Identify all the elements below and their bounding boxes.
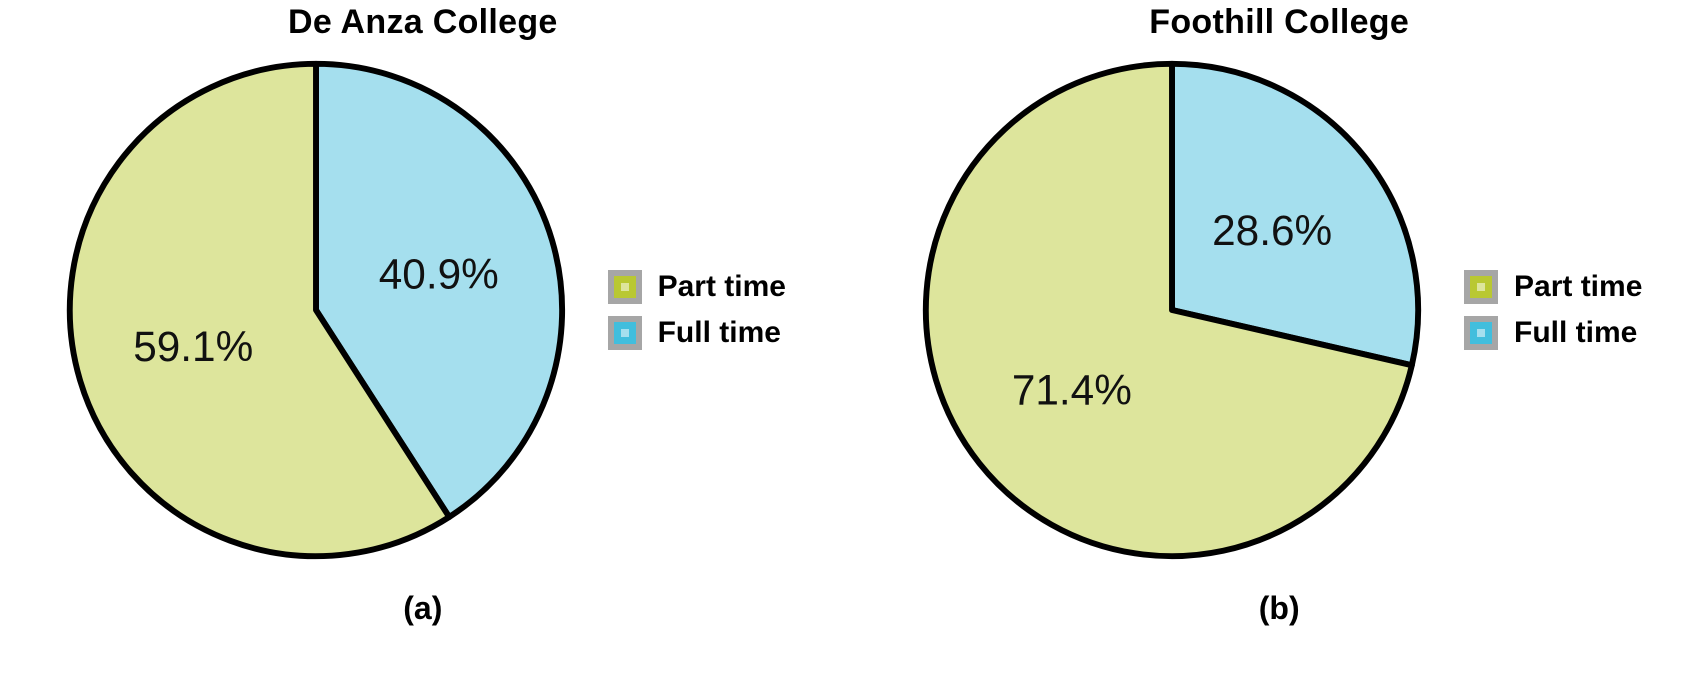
legend-item-part-time: Part time [607,270,786,304]
subfigure-caption: (a) [403,590,443,626]
pie-slice-part-time [922,60,1415,560]
chart-row: 40.9% 59.1% Part time Full time [60,54,786,566]
pie-chart: 40.9% 59.1% [66,60,565,560]
legend-label: Full time [657,316,781,349]
pie-slice-label-part-time: 59.1% [133,323,253,370]
legend-label: Part time [1514,270,1643,303]
pie-charts-figure: De Anza College 40.9% 59.1% Part time Fu… [60,2,1642,627]
pie-chart: 28.6% 71.4% [922,60,1422,560]
legend-label: Part time [657,270,786,303]
part-time-swatch-icon [607,270,642,304]
chart-title: De Anza College [287,3,558,41]
chart-block-de-anza: De Anza College 40.9% 59.1% Part time Fu… [60,2,786,627]
full-time-swatch-icon [1464,316,1498,350]
legend-item-full-time: Full time [1464,316,1642,350]
pie-slice-full-time [1169,60,1422,369]
subfigure-caption: (b) [1258,590,1300,626]
pie-slice-label-part-time: 71.4% [1012,367,1132,414]
chart-row: 28.6% 71.4% Part time Full time [916,54,1642,566]
legend-item-part-time: Part time [1464,270,1642,304]
chart-title: Foothill College [1149,3,1410,41]
full-time-swatch-icon [607,316,642,350]
legend-item-full-time: Full time [607,316,786,350]
chart-block-foothill: Foothill College 28.6% 71.4% Part time F… [916,2,1642,627]
legend: Part time Full time [1464,270,1642,350]
pie-slice-part-time [66,60,452,560]
part-time-swatch-icon [1464,270,1498,304]
legend-label: Full time [1514,316,1638,349]
pie-slice-label-full-time: 40.9% [378,251,498,298]
legend: Part time Full time [607,270,786,350]
pie-slice-label-full-time: 28.6% [1212,207,1332,254]
